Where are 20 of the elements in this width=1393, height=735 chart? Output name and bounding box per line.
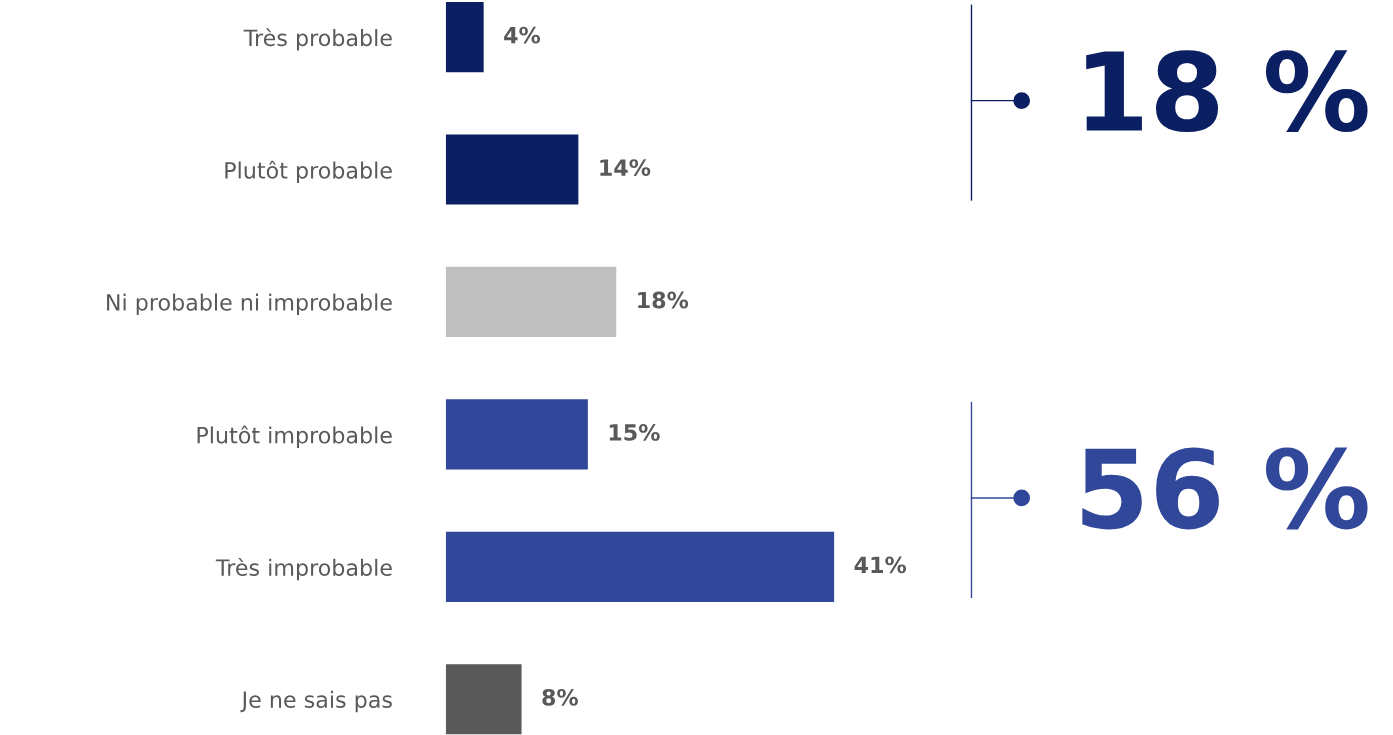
bar [445, 266, 617, 338]
data-label: 14% [600, 159, 651, 176]
y-tick-label: Plutôt probable [225, 160, 392, 184]
bar [445, 664, 522, 735]
y-tick-label: Je ne sais pas [240, 690, 392, 713]
data-label: 8% [542, 688, 578, 706]
bar [445, 531, 835, 602]
bar [445, 399, 588, 470]
y-tick-label: Très probable [243, 28, 392, 51]
text: 18 % [1086, 50, 1368, 133]
y-tick-label: Plutôt improbable [197, 425, 392, 448]
y-tick-label: Ni probable ni improbable [107, 293, 392, 316]
bar [445, 1, 484, 73]
data-label: 15% [609, 424, 660, 441]
data-label: 41% [854, 556, 907, 574]
data-label: 4% [504, 26, 541, 44]
bar [445, 134, 579, 205]
y-tick-label: Très improbable [215, 557, 392, 581]
text: 56 % [1082, 447, 1368, 530]
data-label: 18% [638, 291, 689, 309]
